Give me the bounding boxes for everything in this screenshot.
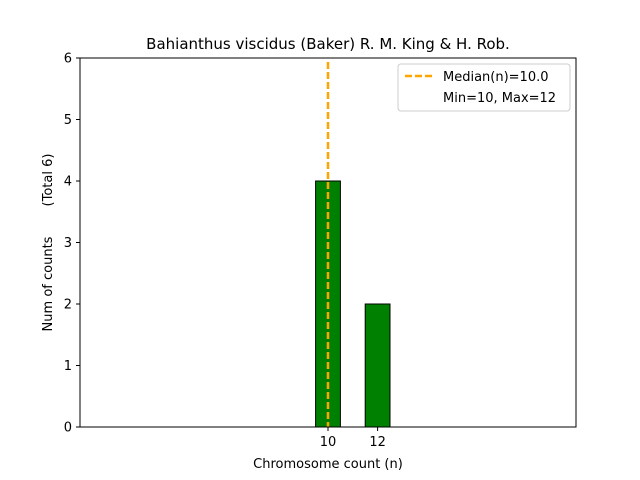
legend-entry-minmax: Min=10, Max=12 [443,91,556,106]
legend-box [397,63,571,112]
y-tick-label: 2 [64,298,72,313]
y-tick-label: 4 [64,175,72,190]
y-tick-label: 5 [64,113,72,128]
x-tick-label: 12 [369,435,386,450]
x-axis-label: Chromosome count (n) [253,457,403,472]
y-axis-label: Num of counts [41,236,56,331]
x-axis-ticks: 10 12 [320,427,386,450]
bar-12 [364,303,391,428]
y-tick-label: 6 [64,52,72,67]
y-tick-label: 0 [64,421,72,436]
y-tick-label: 1 [64,359,72,374]
chart-title: Bahianthus viscidus (Baker) R. M. King &… [146,35,510,53]
x-tick-label: 10 [320,435,337,450]
y-tick-label: 3 [64,236,72,251]
legend-entry-median: Median(n)=10.0 [443,70,549,85]
bars [80,180,465,428]
y-axis-label-total: (Total 6) [41,154,56,207]
legend: Median(n)=10.0 Min=10, Max=12 [397,63,571,112]
y-axis-ticks: 0 1 2 3 4 5 6 [64,52,80,436]
